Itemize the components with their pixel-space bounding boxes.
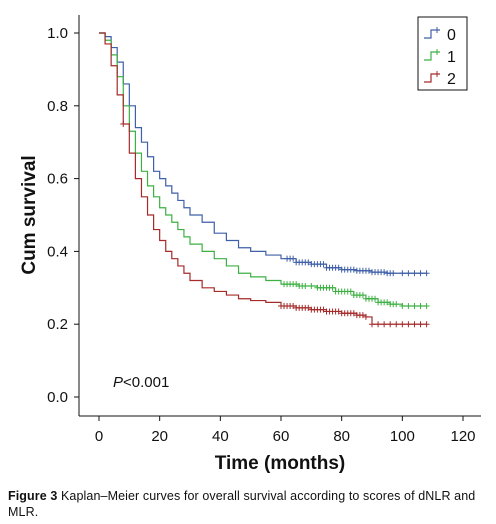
censor-mark [369, 321, 375, 328]
censor-mark [423, 303, 430, 309]
legend-label-2: 2 [447, 71, 456, 88]
censor-mark [290, 255, 297, 262]
x-ticks: 0 20 40 60 80 100 120 [95, 416, 476, 445]
censor-mark [305, 259, 312, 266]
censor-mark [335, 308, 342, 315]
censor-mark [290, 303, 297, 309]
caption-text: Kaplan–Meier curves for overall survival… [8, 489, 476, 519]
censor-marks-2 [120, 121, 430, 328]
legend-label-1: 1 [447, 49, 456, 66]
legend-censor-2 [434, 71, 440, 77]
censor-marks-1 [281, 281, 430, 309]
censor-mark [405, 321, 412, 328]
censor-mark [305, 304, 312, 311]
km-curve-1 [99, 32, 427, 307]
caption-label: Figure 3 [8, 489, 58, 503]
censor-mark [387, 321, 394, 328]
censor-mark [350, 266, 357, 273]
censor-mark [417, 321, 424, 328]
censor-mark [417, 270, 424, 277]
p-value-italic: P [113, 374, 123, 391]
y-tick-label: 0.0 [47, 389, 68, 406]
censor-mark [375, 321, 382, 328]
censor-mark [308, 282, 315, 289]
x-tick-label: 120 [450, 428, 475, 445]
x-tick-label: 0 [95, 428, 103, 445]
y-axis-title: Cum survival [19, 155, 40, 274]
censor-mark [399, 270, 406, 277]
censor-mark [393, 301, 400, 308]
legend-censor-1 [434, 49, 440, 55]
censor-marks-0 [284, 255, 430, 277]
censor-mark [390, 270, 397, 277]
km-curve-2 [99, 32, 427, 325]
censor-mark [302, 282, 309, 289]
legend-box [417, 16, 468, 91]
censor-mark [423, 270, 430, 277]
x-tick-label: 40 [212, 428, 229, 445]
y-tick-label: 0.8 [47, 98, 68, 115]
censor-mark [399, 321, 406, 328]
x-tick-label: 80 [333, 428, 350, 445]
censor-mark [335, 264, 342, 271]
censor-mark [411, 303, 418, 309]
y-tick-label: 1.0 [47, 25, 68, 42]
censor-mark [372, 295, 379, 302]
censor-mark [359, 312, 366, 319]
x-tick-label: 20 [151, 428, 168, 445]
legend-censor-0 [434, 27, 440, 33]
axes-group [78, 15, 481, 417]
censor-mark [329, 284, 336, 291]
censor-mark [399, 303, 406, 309]
censor-mark [293, 281, 300, 288]
x-tick-label: 100 [390, 428, 415, 445]
censor-mark [384, 299, 391, 306]
series-layer [99, 32, 430, 328]
censor-mark [411, 270, 418, 277]
legend: 0 1 2 [417, 16, 468, 91]
x-axis-title: Time (months) [215, 453, 346, 474]
censor-mark [359, 292, 366, 299]
censor-mark [411, 321, 418, 328]
censor-mark [320, 306, 327, 313]
p-value-annotation: P<0.001 [113, 374, 169, 391]
censor-mark [120, 121, 127, 127]
censor-mark [347, 288, 354, 295]
censor-mark [365, 267, 372, 274]
censor-mark [381, 321, 388, 328]
censor-mark [405, 270, 412, 277]
km-chart: 0.00.20.40.60.81.0 0 20 40 60 80 100 120 Cum s… [19, 15, 481, 474]
censor-mark [417, 303, 424, 309]
legend-label-0: 0 [447, 27, 456, 44]
censor-mark [362, 313, 369, 320]
y-tick-label: 0.6 [47, 171, 68, 188]
y-ticks: 0.0 0.2 0.4 0.6 0.8 1.0 [47, 25, 79, 406]
y-tick-label: 0.2 [47, 316, 68, 333]
censor-mark [350, 310, 357, 317]
censor-mark [320, 261, 327, 268]
censor-mark [405, 303, 412, 309]
p-value-rest: <0.001 [123, 374, 169, 391]
censor-mark [381, 269, 388, 276]
censor-mark [423, 321, 430, 328]
y-tick-label: 0.4 [47, 243, 68, 260]
km-curve-0 [99, 32, 427, 274]
censor-mark [393, 321, 400, 328]
figure-caption: Figure 3 Kaplan–Meier curves for overall… [8, 488, 490, 520]
x-tick-label: 60 [273, 428, 290, 445]
